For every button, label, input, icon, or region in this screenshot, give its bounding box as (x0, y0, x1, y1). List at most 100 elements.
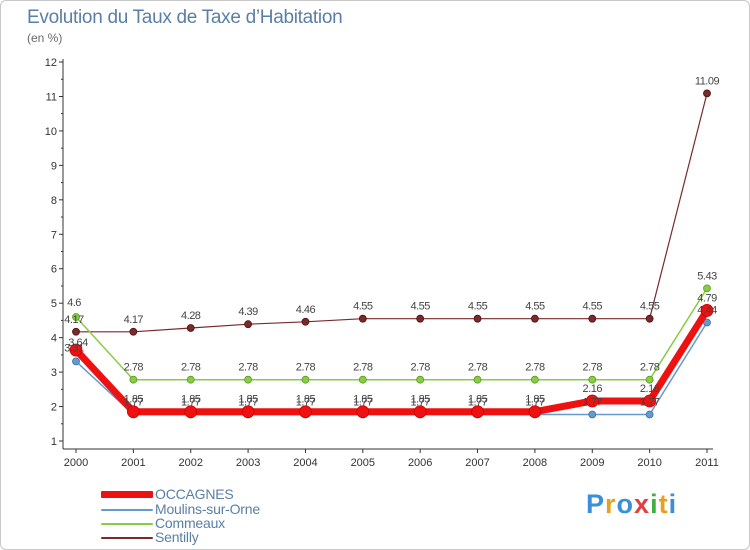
data-point (244, 375, 252, 384)
data-point (358, 375, 367, 384)
data-point (186, 375, 195, 384)
data-point (645, 314, 654, 323)
chart-title: Evolution du Taux de Taxe d’Habitation (27, 7, 343, 28)
legend-swatch-commeaux (101, 522, 153, 525)
data-label: 4.6 (67, 297, 81, 309)
x-tick-label: 2006 (408, 457, 432, 469)
data-label: 1.85 (468, 394, 488, 406)
series-line (75, 287, 708, 381)
data-point (588, 410, 597, 419)
data-label: 2.78 (353, 362, 373, 374)
data-label: 1.85 (238, 394, 258, 406)
data-point (126, 405, 140, 419)
data-label: 1.77 (640, 396, 660, 408)
y-tick-label: 2 (51, 402, 57, 414)
y-tick-label: 10 (45, 126, 57, 138)
data-point (301, 317, 310, 326)
data-label: 1.77 (238, 396, 258, 408)
data-point (473, 314, 482, 323)
data-label: 1.77 (296, 396, 316, 408)
data-point (129, 375, 138, 384)
legend-swatch-sentilly (101, 536, 153, 539)
data-label: 1.77 (410, 396, 430, 408)
x-tick-label: 2002 (178, 457, 202, 469)
data-label: 2.78 (525, 362, 545, 374)
data-label: 1.85 (181, 394, 201, 406)
x-tick-label: 2003 (236, 457, 260, 469)
data-point (72, 327, 80, 336)
data-label: 4.39 (238, 306, 258, 318)
legend-swatch-occagnes (101, 491, 153, 498)
logo-letter: t (658, 489, 669, 519)
logo-letter: x (634, 489, 651, 519)
data-point (72, 357, 80, 366)
data-label: 4.44 (697, 304, 717, 316)
logo-letter: o (616, 489, 635, 519)
data-point (643, 394, 657, 408)
data-point (588, 314, 597, 323)
y-tick-label: 6 (51, 264, 57, 276)
data-label: 4.46 (296, 304, 316, 316)
x-tick-label: 2007 (465, 457, 489, 469)
x-tick-label: 2004 (293, 457, 317, 469)
logo-letter: P (586, 489, 606, 519)
y-tick-label: 4 (51, 333, 57, 345)
y-tick-label: 12 (45, 57, 57, 69)
data-label: 1.85 (124, 394, 144, 406)
data-label: 1.85 (296, 394, 316, 406)
data-point (588, 375, 597, 384)
data-point (416, 375, 425, 384)
data-point (299, 405, 312, 419)
y-tick-label: 3 (51, 367, 57, 379)
legend-swatch-moulins-sur-orne (101, 508, 153, 511)
data-point (645, 375, 654, 384)
y-tick-label: 7 (51, 229, 57, 241)
data-label: 2.78 (181, 362, 201, 374)
data-label: 2.16 (640, 383, 660, 395)
x-tick-label: 2008 (523, 457, 547, 469)
data-point (244, 320, 252, 329)
legend-label-commeaux: Commeaux (155, 515, 225, 531)
y-tick-label: 5 (51, 298, 57, 310)
data-point (531, 375, 539, 384)
data-label: 2.78 (640, 362, 660, 374)
data-point (585, 394, 599, 408)
data-label: 2.78 (410, 362, 430, 374)
y-tick-label: 11 (46, 91, 57, 103)
data-point (703, 89, 711, 98)
data-label: 4.55 (640, 301, 660, 313)
data-point (358, 314, 367, 323)
data-point (700, 304, 714, 317)
data-label: 4.28 (181, 310, 201, 322)
x-tick-label: 2011 (695, 457, 719, 469)
x-tick-label: 2010 (637, 457, 661, 469)
legend-item-commeaux: Commeaux (101, 516, 225, 531)
data-point (241, 405, 255, 419)
logo-letter: i (668, 489, 678, 519)
x-tick-label: 2001 (121, 457, 145, 469)
data-label: 1.85 (525, 394, 545, 406)
x-tick-label: 2005 (351, 457, 375, 469)
data-label: 2.78 (238, 362, 258, 374)
data-point (416, 314, 425, 323)
data-point (413, 405, 427, 419)
x-tick-label: 2000 (64, 457, 88, 469)
data-point (184, 405, 198, 419)
data-label: 4.55 (468, 301, 488, 313)
data-point (703, 284, 711, 293)
series-line (72, 306, 711, 416)
data-label: 1.77 (124, 396, 144, 408)
y-tick-label: 8 (51, 195, 57, 207)
data-label: 1.85 (410, 394, 430, 406)
data-label: 1.77 (353, 396, 373, 408)
data-point (69, 343, 83, 357)
data-point (531, 314, 539, 323)
data-label: 4.17 (124, 314, 144, 326)
x-tick-label: 2009 (580, 457, 604, 469)
data-label: 1.77 (468, 396, 488, 408)
legend-item-moulins-sur-orne: Moulins-sur-Orne (101, 502, 260, 517)
data-label: 4.79 (697, 292, 717, 304)
data-point (72, 313, 80, 321)
data-point (528, 405, 542, 419)
